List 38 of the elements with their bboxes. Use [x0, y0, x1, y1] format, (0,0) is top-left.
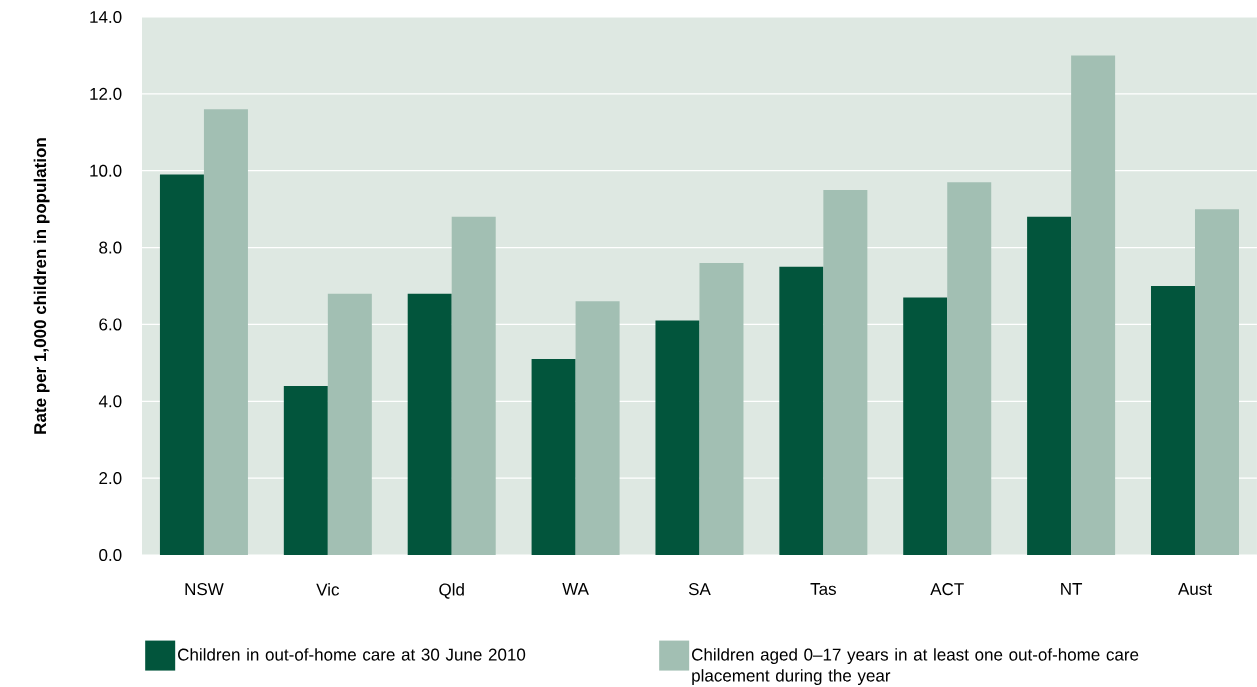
bar [451, 216, 496, 555]
bar [159, 174, 204, 555]
bar [1027, 216, 1072, 555]
x-tick-label: ACT [930, 583, 964, 596]
bar [531, 359, 576, 555]
y-tick-label: 4.0 [98, 395, 122, 408]
bar [575, 301, 620, 555]
bar [1150, 286, 1195, 555]
bar [699, 262, 744, 555]
y-tick-label: 6.0 [99, 318, 122, 331]
bar [903, 297, 948, 555]
y-axis-title: Rate per 1,000 children in population [33, 138, 50, 434]
bar [1071, 55, 1116, 555]
x-tick-label: Qld [439, 583, 464, 599]
y-tick-label: 14.0 [90, 10, 122, 24]
y-tick-label: 10.0 [90, 164, 122, 177]
bar [203, 109, 248, 555]
x-tick-label: Vic [316, 583, 340, 596]
x-tick-label: NT [1061, 583, 1083, 595]
bar [823, 189, 868, 555]
x-tick-label: Tas [810, 583, 836, 595]
bar [1194, 209, 1239, 555]
y-tick-label: 0.0 [99, 548, 122, 562]
y-tick-label: 12.0 [90, 87, 122, 100]
x-tick-label: Aust [1178, 583, 1212, 595]
legend-label: Children aged 0–17 years in at least one out-of-home care placement during the year [692, 648, 1139, 685]
bar [407, 293, 452, 555]
bar [947, 182, 992, 555]
x-tick-label: SA [688, 583, 711, 596]
y-tick-label: 8.0 [99, 241, 122, 254]
bar [283, 385, 328, 555]
y-tick-label: 2.0 [99, 472, 122, 485]
bar [327, 293, 372, 555]
bar [655, 320, 700, 555]
x-tick-label: NSW [185, 583, 224, 596]
x-tick-label: WA [562, 583, 589, 595]
bar [779, 266, 824, 555]
legend-label: Children in out-of-home care at 30 June 2010 [178, 648, 526, 661]
